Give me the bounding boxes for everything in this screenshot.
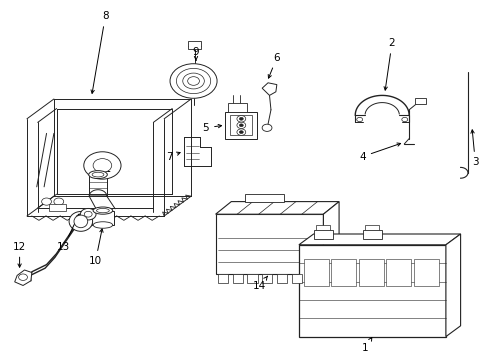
Text: 7: 7: [166, 152, 180, 162]
Circle shape: [93, 159, 112, 172]
Text: 2: 2: [384, 38, 395, 90]
Bar: [292, 274, 302, 283]
Circle shape: [237, 116, 246, 122]
Polygon shape: [216, 202, 339, 214]
Bar: [363, 230, 382, 239]
Ellipse shape: [93, 222, 113, 228]
Circle shape: [42, 198, 51, 205]
Bar: [359, 258, 384, 286]
Circle shape: [84, 152, 121, 179]
Bar: [414, 258, 439, 286]
Bar: [225, 112, 257, 139]
Bar: [415, 98, 426, 104]
Polygon shape: [446, 234, 461, 337]
Text: 5: 5: [202, 123, 221, 133]
Bar: [245, 194, 284, 202]
Text: 4: 4: [359, 143, 401, 162]
Bar: [386, 258, 411, 286]
Text: 9: 9: [193, 47, 199, 60]
Circle shape: [239, 117, 244, 120]
Circle shape: [80, 208, 96, 220]
Bar: [218, 274, 228, 283]
Circle shape: [237, 122, 246, 129]
Circle shape: [84, 211, 92, 217]
Bar: [230, 115, 252, 135]
Text: 1: 1: [362, 338, 372, 354]
Circle shape: [188, 77, 199, 85]
Text: 12: 12: [13, 242, 26, 267]
Circle shape: [357, 117, 363, 122]
Circle shape: [176, 68, 211, 94]
Circle shape: [262, 124, 272, 131]
Circle shape: [237, 129, 246, 135]
Ellipse shape: [97, 208, 109, 213]
Bar: [304, 258, 329, 286]
Bar: [216, 214, 323, 274]
Circle shape: [239, 131, 244, 134]
Ellipse shape: [93, 207, 113, 214]
Bar: [49, 204, 66, 211]
Bar: [331, 258, 356, 286]
Text: 11: 11: [98, 164, 112, 174]
Bar: [188, 41, 201, 49]
Text: 14: 14: [253, 276, 268, 291]
Ellipse shape: [69, 211, 93, 231]
Ellipse shape: [74, 215, 88, 228]
Polygon shape: [262, 83, 277, 95]
Text: 10: 10: [89, 229, 103, 266]
Bar: [306, 274, 317, 283]
Text: 8: 8: [91, 11, 109, 93]
Bar: [233, 274, 243, 283]
Polygon shape: [299, 234, 461, 245]
Bar: [316, 225, 330, 230]
Bar: [92, 211, 114, 225]
Circle shape: [183, 73, 204, 89]
Circle shape: [402, 117, 408, 122]
Circle shape: [19, 274, 27, 280]
Bar: [262, 274, 272, 283]
Bar: [277, 274, 287, 283]
Bar: [228, 103, 247, 112]
Text: 6: 6: [268, 53, 280, 78]
Circle shape: [170, 64, 217, 98]
Polygon shape: [15, 270, 32, 285]
Bar: [299, 245, 446, 337]
Bar: [314, 230, 333, 239]
Ellipse shape: [89, 171, 107, 179]
Circle shape: [239, 124, 244, 127]
Polygon shape: [323, 202, 339, 274]
Ellipse shape: [92, 172, 104, 177]
Circle shape: [54, 198, 64, 205]
Text: 3: 3: [471, 130, 479, 167]
Bar: [365, 225, 379, 230]
Text: 13: 13: [57, 214, 79, 252]
Bar: [247, 274, 258, 283]
